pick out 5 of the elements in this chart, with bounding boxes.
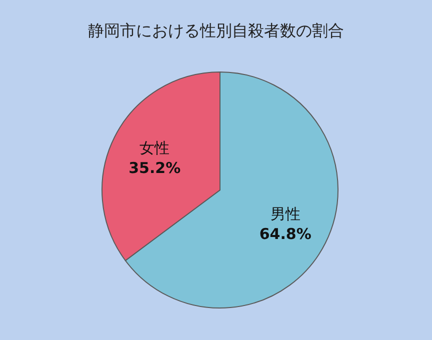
slice-label: 男性 xyxy=(270,204,300,223)
data-label: 35.2% xyxy=(128,159,181,178)
chart-title: 静岡市における性別自殺者数の割合 xyxy=(88,21,344,40)
slice-label: 女性 xyxy=(140,139,170,158)
data-label: 64.8% xyxy=(259,224,312,243)
